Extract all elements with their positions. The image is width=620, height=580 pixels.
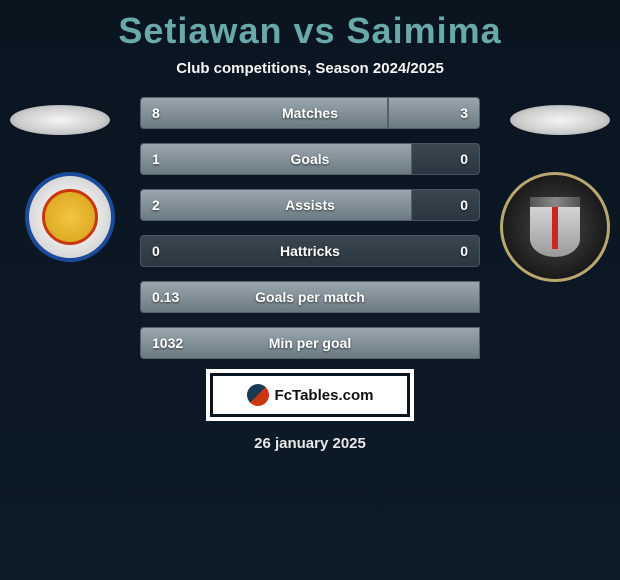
stat-value-right: 3	[460, 105, 468, 121]
vs-separator: vs	[293, 10, 335, 51]
player-left-ellipse	[10, 105, 110, 135]
competition-label: Club competitions,	[176, 60, 311, 77]
stat-label: Min per goal	[140, 335, 480, 351]
club-badge-right	[500, 172, 610, 282]
stat-label: Hattricks	[140, 243, 480, 259]
stat-rows-container: 8Matches31Goals02Assists00Hattricks00.13…	[140, 97, 480, 359]
stat-value-right: 0	[460, 151, 468, 167]
stat-value-right: 0	[460, 243, 468, 259]
brand-text: FcTables.com	[275, 387, 374, 404]
brand-badge[interactable]: FcTables.com	[210, 373, 410, 417]
club-badge-right-shield	[530, 197, 580, 257]
stat-row: 0Hattricks0	[140, 235, 480, 267]
stat-row: 1Goals0	[140, 143, 480, 175]
fctables-logo-icon	[247, 384, 269, 406]
stat-label: Goals	[140, 151, 480, 167]
stat-label: Assists	[140, 197, 480, 213]
date-label: 26 january 2025	[0, 435, 620, 452]
stat-row: 0.13Goals per match	[140, 281, 480, 313]
season-label: Season 2024/2025	[315, 60, 443, 77]
comparison-content: 8Matches31Goals02Assists00Hattricks00.13…	[0, 97, 620, 452]
club-badge-left	[25, 172, 115, 262]
stat-value-right: 0	[460, 197, 468, 213]
player-right-ellipse	[510, 105, 610, 135]
stat-row: 2Assists0	[140, 189, 480, 221]
player-right-name: Saimima	[347, 10, 502, 51]
stat-label: Matches	[140, 105, 480, 121]
stat-row: 8Matches3	[140, 97, 480, 129]
stat-row: 1032Min per goal	[140, 327, 480, 359]
stat-label: Goals per match	[140, 289, 480, 305]
player-left-name: Setiawan	[118, 10, 282, 51]
page-title: Setiawan vs Saimima	[0, 0, 620, 52]
subtitle: Club competitions, Season 2024/2025	[0, 52, 620, 77]
club-badge-left-inner	[42, 189, 98, 245]
